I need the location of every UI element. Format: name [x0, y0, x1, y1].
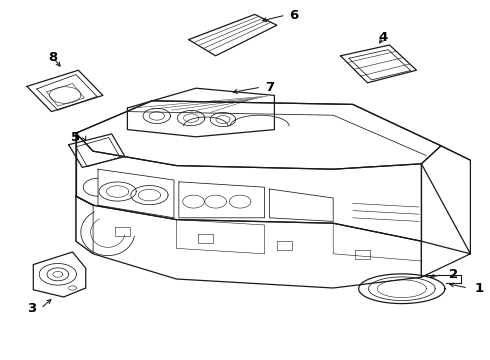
Text: 1: 1	[474, 282, 484, 294]
Text: 2: 2	[449, 268, 458, 281]
Text: 7: 7	[265, 81, 274, 94]
Text: 5: 5	[71, 131, 80, 144]
Text: 3: 3	[27, 302, 37, 315]
Text: 6: 6	[290, 9, 299, 22]
Text: 8: 8	[49, 51, 57, 64]
Text: 4: 4	[379, 31, 388, 44]
